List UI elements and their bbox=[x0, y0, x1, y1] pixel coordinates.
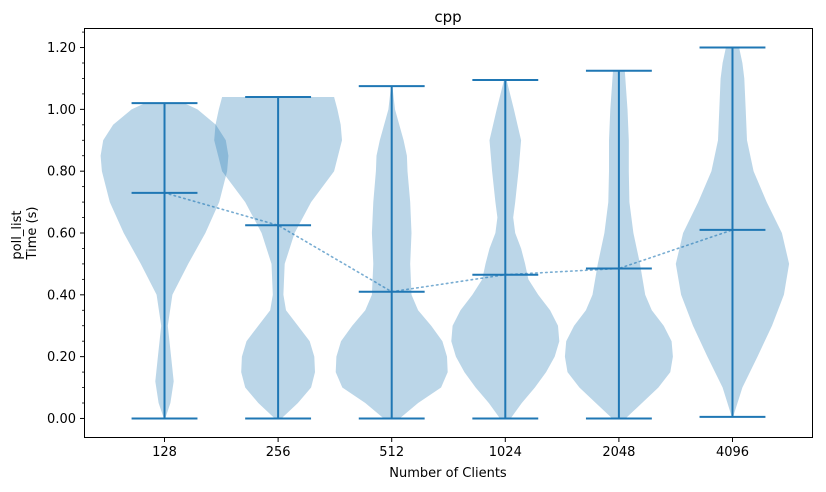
y-tick-label: 0.60 bbox=[47, 227, 76, 242]
y-axis-label-line-2: Time (s) bbox=[25, 207, 40, 261]
x-tick-label: 128 bbox=[152, 445, 177, 460]
y-tick-label: 0.20 bbox=[47, 350, 76, 365]
x-tick-label: 512 bbox=[379, 445, 404, 460]
violin-4096 bbox=[675, 46, 790, 418]
chart-title: cpp bbox=[434, 8, 461, 26]
y-tick-label: 0.80 bbox=[47, 165, 76, 180]
violin-2048 bbox=[564, 69, 673, 420]
x-tick-label: 256 bbox=[266, 445, 291, 460]
axes: 0.00 0.20 0.40 0.60 0.80 1.00 1.20 128 256 512 102… bbox=[47, 31, 749, 460]
y-tick-label: 1.20 bbox=[47, 41, 76, 56]
violin-128 bbox=[100, 102, 229, 420]
plot-area bbox=[100, 46, 790, 420]
x-tick-label: 1024 bbox=[489, 445, 522, 460]
y-tick-label: 0.00 bbox=[47, 412, 76, 427]
violin-256 bbox=[214, 96, 342, 420]
x-tick-label: 4096 bbox=[716, 445, 749, 460]
mean-trend-line bbox=[163, 192, 734, 293]
x-axis-label: Number of Clients bbox=[389, 466, 507, 481]
y-tick-label: 0.40 bbox=[47, 288, 76, 303]
y-axis-label-line-1: poll_list bbox=[10, 211, 25, 260]
x-tick-label: 2048 bbox=[602, 445, 635, 460]
y-tick-label: 1.00 bbox=[47, 103, 76, 118]
violin-512 bbox=[335, 85, 448, 420]
y-axis-label: poll_list Time (s) bbox=[10, 206, 40, 260]
violin-1024 bbox=[451, 79, 560, 420]
